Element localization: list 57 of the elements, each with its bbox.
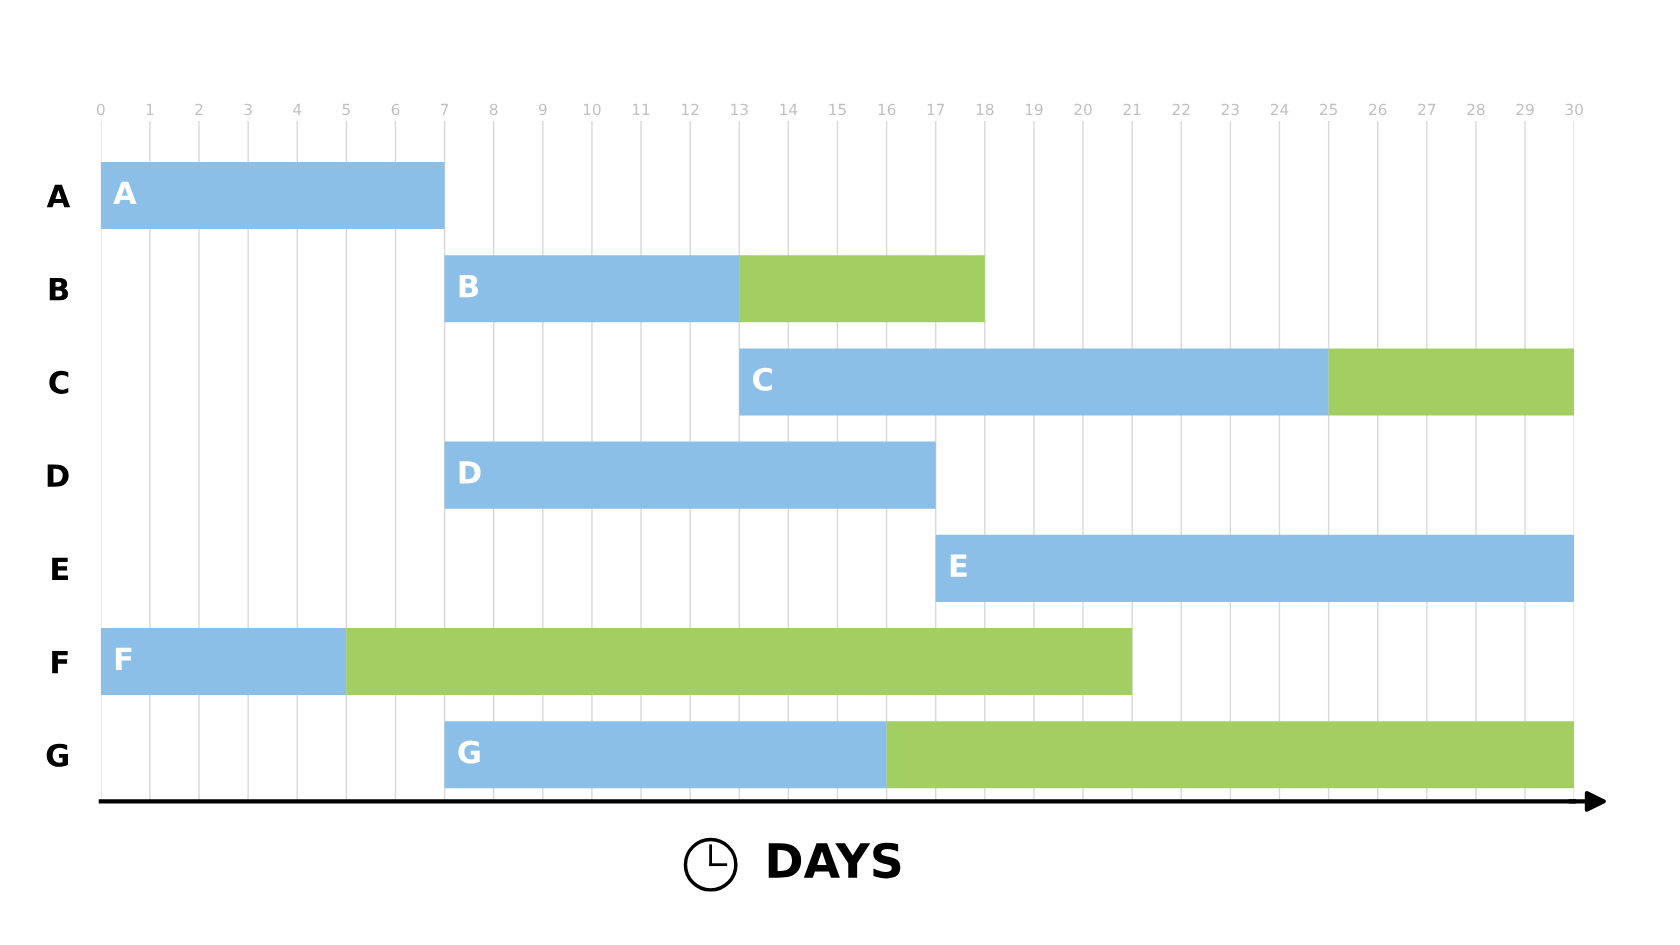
x-tick-label: 2 — [195, 103, 203, 115]
x-tick-label: 23 — [1221, 103, 1239, 116]
annotation: C — [753, 367, 773, 391]
x-tick-label: 6 — [391, 103, 400, 116]
x-tick-label: 18 — [976, 103, 994, 116]
y-tick-label: C — [49, 370, 69, 394]
x-tick-label: 29 — [1516, 103, 1534, 116]
x-tick-label: 7 — [440, 103, 449, 115]
x-tick-label: 24 — [1270, 103, 1289, 115]
x-tick-label: 0 — [96, 103, 105, 116]
x-tick-label: 26 — [1369, 103, 1387, 116]
y-tick-label: F — [52, 650, 68, 674]
bar — [100, 628, 347, 696]
bar — [935, 534, 1575, 602]
bar — [739, 348, 1329, 416]
x-tick-label: 17 — [927, 103, 945, 115]
x-tick-label: 20 — [1074, 103, 1092, 116]
x-tick-label: 9 — [538, 103, 547, 116]
x-tick-label: 19 — [1025, 103, 1043, 116]
annotation: G — [458, 740, 480, 764]
x-tick-label: 28 — [1467, 103, 1485, 116]
x-tick-label: 10 — [583, 103, 601, 116]
x-tick-label: 4 — [293, 103, 302, 115]
y-tick-label: G — [46, 743, 68, 767]
x-tick-label: 14 — [780, 103, 798, 115]
bar — [444, 721, 887, 789]
x-tick-label: 22 — [1172, 103, 1190, 115]
annotation: E — [950, 554, 967, 577]
annotation: F — [115, 647, 132, 670]
y-tick-label: D — [47, 464, 69, 487]
x-tick-label: 11 — [632, 103, 650, 115]
x-tick-label: 30 — [1565, 103, 1583, 116]
bar — [100, 161, 445, 230]
bar — [444, 255, 740, 323]
x-axis-title: DAYS — [768, 842, 901, 879]
annotation: A — [113, 181, 137, 204]
bar — [444, 441, 936, 509]
x-tick-label: 12 — [682, 103, 699, 115]
x-tick-label: 21 — [1123, 103, 1141, 115]
x-tick-label: 16 — [878, 103, 896, 116]
bar — [886, 721, 1575, 789]
bar — [346, 628, 1133, 696]
x-tick-label: 5 — [342, 103, 350, 116]
bar — [1328, 348, 1575, 416]
annotation: B — [459, 274, 478, 298]
y-tick-label: A — [46, 184, 71, 208]
bar — [739, 255, 985, 323]
x-tick-label: 13 — [731, 103, 748, 116]
y-tick-label: E — [52, 557, 69, 580]
x-tick-label: 8 — [489, 103, 498, 116]
x-tick-label: 1 — [146, 103, 154, 115]
x-tick-label: 15 — [829, 103, 846, 116]
x-tick-label: 27 — [1418, 103, 1436, 115]
x-tick-label: 25 — [1320, 103, 1337, 116]
y-tick-label: B — [49, 278, 69, 301]
annotation: D — [459, 461, 481, 484]
x-tick-label: 3 — [244, 103, 252, 116]
